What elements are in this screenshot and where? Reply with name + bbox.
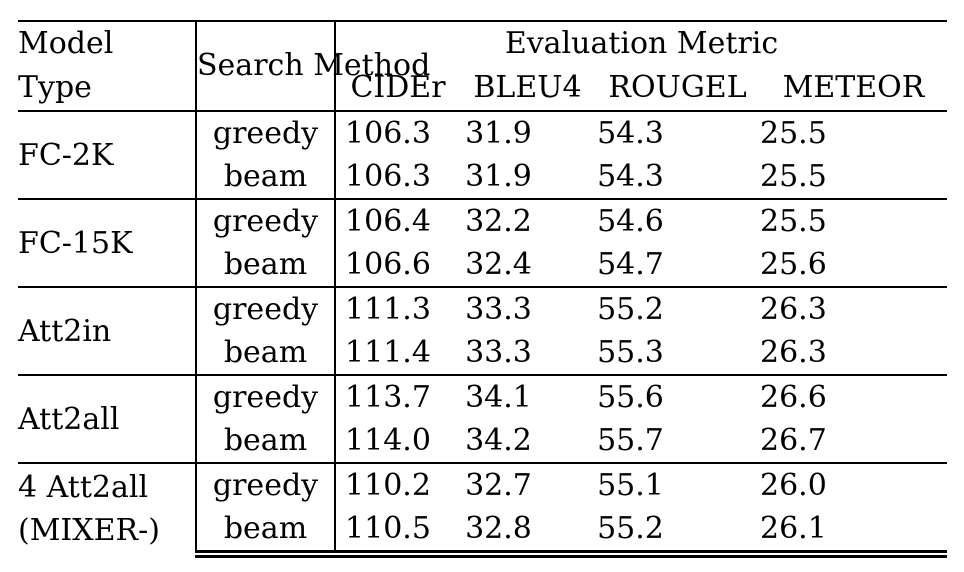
metric-header-bleu4: BLEU4 bbox=[460, 66, 595, 112]
table-row: beam 114.0 34.2 55.7 26.7 bbox=[18, 419, 947, 463]
rougel-value-cell: 55.1 bbox=[595, 462, 760, 507]
bleu4-value-cell: 32.8 bbox=[460, 507, 595, 558]
rougel-value-cell: 54.3 bbox=[595, 110, 760, 155]
bleu4-value-cell: 31.9 bbox=[460, 110, 595, 155]
rougel-value-cell: 55.6 bbox=[595, 374, 760, 419]
metric-header-meteor: METEOR bbox=[760, 66, 947, 112]
cider-value-cell: 114.0 bbox=[345, 422, 431, 458]
bleu4-value-cell: 32.7 bbox=[460, 462, 595, 507]
cider-value-cell: 110.2 bbox=[335, 462, 460, 507]
model-cell: 4 Att2all (MIXER-) bbox=[18, 462, 197, 554]
meteor-value-cell: 26.0 bbox=[760, 462, 947, 507]
search-method-cell: beam bbox=[196, 243, 336, 287]
table-row: FC-15K greedy 106.4 32.2 54.6 25.5 bbox=[18, 198, 947, 287]
evaluation-results-table: Model Type Search Method Evaluation Metr… bbox=[18, 20, 947, 558]
search-method-cell: greedy bbox=[196, 286, 336, 331]
meteor-value-cell: 25.6 bbox=[760, 246, 827, 282]
model-type-header-line1: Model bbox=[18, 26, 114, 61]
bleu4-value-cell: 33.3 bbox=[465, 334, 532, 370]
table-row: Att2all greedy 113.7 34.1 55.6 26.6 bbox=[18, 374, 947, 463]
table-group-att2all: Att2all greedy 113.7 34.1 55.6 26.6 beam… bbox=[18, 374, 947, 463]
search-method-cell: greedy bbox=[196, 198, 336, 243]
search-method-header-line1: Search bbox=[197, 48, 304, 83]
table-row: beam 106.6 32.4 54.7 25.6 bbox=[18, 243, 947, 287]
table-row: Att2in greedy 111.3 33.3 55.2 26.3 bbox=[18, 286, 947, 375]
meteor-value-cell: 26.7 bbox=[760, 422, 827, 458]
bleu4-value-cell: 33.3 bbox=[460, 286, 595, 331]
model-cell: Att2all bbox=[18, 374, 197, 463]
search-method-cell: beam bbox=[196, 331, 336, 375]
cider-value-cell: 113.7 bbox=[335, 374, 460, 419]
search-method-cell: beam bbox=[196, 507, 336, 558]
metric-header-cider: CIDEr bbox=[335, 66, 460, 112]
model-type-header-line2: Type bbox=[18, 70, 92, 105]
search-method-cell: greedy bbox=[196, 374, 336, 419]
search-method-cell: beam bbox=[196, 419, 336, 463]
table-group-fc15k: FC-15K greedy 106.4 32.2 54.6 25.5 beam … bbox=[18, 198, 947, 287]
model-type-header: Model Type bbox=[18, 20, 197, 112]
model-cell: FC-2K bbox=[18, 110, 197, 199]
rougel-value-cell: 55.3 bbox=[597, 334, 664, 370]
cider-value-cell: 111.4 bbox=[345, 334, 431, 370]
cider-value-cell: 110.5 bbox=[335, 507, 460, 558]
rougel-value-cell: 55.7 bbox=[597, 422, 664, 458]
model-cell: Att2in bbox=[18, 286, 197, 375]
table-group-fc2k: FC-2K greedy 106.3 31.9 54.3 25.5 beam 1… bbox=[18, 110, 947, 199]
bleu4-value-cell: 32.2 bbox=[460, 198, 595, 243]
bleu4-value-cell: 34.1 bbox=[460, 374, 595, 419]
evaluation-metric-group-header: Evaluation Metric bbox=[335, 20, 947, 66]
meteor-value-cell: 26.6 bbox=[760, 374, 947, 419]
model-name: 4 Att2all bbox=[18, 470, 149, 505]
meteor-value-cell: 25.5 bbox=[760, 158, 827, 194]
rougel-value-cell: 54.3 bbox=[597, 158, 664, 194]
meteor-value-cell: 25.5 bbox=[760, 198, 947, 243]
table-group-att2in: Att2in greedy 111.3 33.3 55.2 26.3 beam … bbox=[18, 286, 947, 375]
model-name: Att2all bbox=[18, 401, 120, 437]
cider-value-cell: 106.3 bbox=[335, 110, 460, 155]
bleu4-value-cell: 31.9 bbox=[465, 158, 532, 194]
rougel-value-cell: 55.2 bbox=[595, 507, 760, 558]
model-name: FC-2K bbox=[18, 137, 114, 173]
table-row: beam 110.5 32.8 55.2 26.1 bbox=[18, 507, 947, 558]
cider-value-cell: 106.3 bbox=[345, 158, 431, 194]
rougel-value-cell: 54.6 bbox=[595, 198, 760, 243]
bleu4-value-cell: 32.4 bbox=[465, 246, 532, 282]
model-cell: FC-15K bbox=[18, 198, 197, 287]
meteor-value-cell: 25.5 bbox=[760, 110, 947, 155]
cider-value-cell: 111.3 bbox=[335, 286, 460, 331]
rougel-value-cell: 55.2 bbox=[595, 286, 760, 331]
meteor-value-cell: 26.3 bbox=[760, 286, 947, 331]
search-method-header: Search Method bbox=[196, 20, 430, 112]
meteor-value-cell: 26.3 bbox=[760, 334, 827, 370]
table-group-4att2all-mixer: 4 Att2all (MIXER-) greedy 110.2 32.7 55.… bbox=[18, 462, 947, 558]
cider-value-cell: 106.6 bbox=[345, 246, 431, 282]
table-row: 4 Att2all (MIXER-) greedy 110.2 32.7 55.… bbox=[18, 462, 947, 554]
search-method-cell: greedy bbox=[196, 110, 336, 155]
table-row: beam 111.4 33.3 55.3 26.3 bbox=[18, 331, 947, 375]
search-method-cell: beam bbox=[196, 155, 336, 199]
bleu4-value-cell: 34.2 bbox=[465, 422, 532, 458]
table-row: FC-2K greedy 106.3 31.9 54.3 25.5 bbox=[18, 110, 947, 199]
table-row: beam 106.3 31.9 54.3 25.5 bbox=[18, 155, 947, 199]
search-method-cell: greedy bbox=[196, 462, 336, 507]
metric-header-rougel: ROUGEL bbox=[595, 66, 760, 112]
model-name: FC-15K bbox=[18, 225, 133, 261]
cider-value-cell: 106.4 bbox=[335, 198, 460, 243]
meteor-value-cell: 26.1 bbox=[760, 507, 947, 558]
table-header: Model Type Search Method Evaluation Metr… bbox=[18, 20, 947, 112]
model-name-line2: (MIXER-) bbox=[18, 513, 160, 548]
rougel-value-cell: 54.7 bbox=[597, 246, 664, 282]
model-name: Att2in bbox=[18, 313, 112, 349]
